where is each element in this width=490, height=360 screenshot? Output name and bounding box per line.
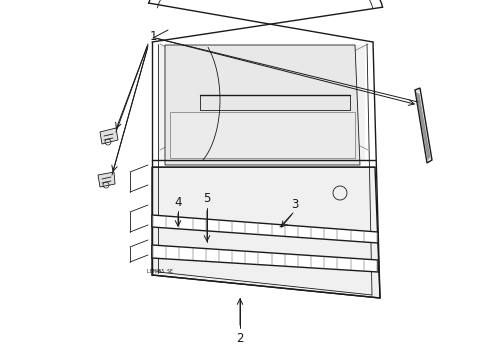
Polygon shape xyxy=(152,167,380,298)
Text: 4: 4 xyxy=(174,195,182,208)
Text: 1: 1 xyxy=(149,30,157,42)
Text: 3: 3 xyxy=(292,198,299,211)
Polygon shape xyxy=(98,172,115,187)
Polygon shape xyxy=(415,88,432,163)
Text: 5: 5 xyxy=(203,192,211,204)
Polygon shape xyxy=(170,112,355,158)
Polygon shape xyxy=(152,245,378,272)
Text: LEMANS SE: LEMANS SE xyxy=(147,269,173,274)
Text: 2: 2 xyxy=(236,332,244,345)
Polygon shape xyxy=(159,45,365,160)
Polygon shape xyxy=(152,215,378,243)
Polygon shape xyxy=(165,45,360,165)
Polygon shape xyxy=(100,128,118,144)
